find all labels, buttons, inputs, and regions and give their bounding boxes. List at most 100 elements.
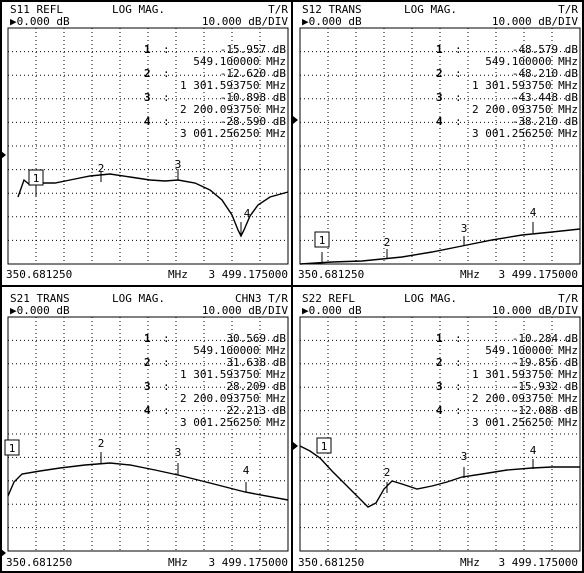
graticule bbox=[299, 27, 581, 265]
marker-value: -12.620 dB bbox=[219, 67, 286, 80]
marker-number: 3 bbox=[144, 91, 151, 104]
marker-colon: : bbox=[455, 115, 462, 128]
marker-colon: : bbox=[163, 67, 170, 80]
trace-marker-label: 2 bbox=[98, 162, 105, 175]
marker-colon: : bbox=[455, 43, 462, 56]
marker-value: -48.210 dB bbox=[511, 67, 578, 80]
marker-frequency: 1 301.593750 MHz bbox=[180, 368, 286, 381]
plot-area: 1 2 3 4 bbox=[1, 316, 289, 557]
marker-frequency: 2 200.093750 MHz bbox=[180, 103, 286, 116]
marker-number: 1 bbox=[436, 43, 443, 56]
marker-number: 1 bbox=[144, 43, 151, 56]
start-frequency: 350.681250 bbox=[298, 556, 365, 569]
marker-value: -10.284 dB bbox=[511, 332, 578, 345]
marker-value: -28.590 dB bbox=[219, 115, 286, 128]
scale-label: 10.000 dB/DIV bbox=[201, 304, 288, 317]
ref-level: ▶0.000 dB bbox=[10, 304, 70, 317]
graticule bbox=[7, 316, 289, 552]
trace-marker-label: 4 bbox=[244, 207, 251, 220]
reference-arrow-icon bbox=[1, 151, 6, 159]
marker-value: 31.638 dB bbox=[226, 356, 286, 369]
trace-line bbox=[299, 445, 580, 508]
format-label: LOG MAG. bbox=[112, 3, 165, 16]
trace-marker-label: 3 bbox=[175, 158, 182, 171]
marker-frequency: 2 200.093750 MHz bbox=[472, 392, 578, 405]
marker-number: 1 bbox=[436, 332, 443, 345]
marker-colon: : bbox=[163, 332, 170, 345]
marker-colon: : bbox=[455, 356, 462, 369]
trace-marker-label: 2 bbox=[384, 466, 391, 479]
start-frequency: 350.681250 bbox=[298, 268, 365, 281]
panel-s12: S12 TRANS LOG MAG. T/R ▶0.000 dB 10.000 … bbox=[292, 0, 584, 286]
channel-label: CHN3 T/R bbox=[235, 292, 288, 305]
trace-marker-label: 3 bbox=[175, 446, 182, 459]
active-marker-box bbox=[4, 439, 20, 456]
trace-marker-label: 1 bbox=[319, 234, 326, 247]
marker-frequency: 3 001.256250 MHz bbox=[180, 416, 286, 429]
marker-colon: : bbox=[455, 380, 462, 393]
start-frequency: 350.681250 bbox=[6, 268, 73, 281]
channel-label: T/R bbox=[558, 3, 578, 16]
marker-value: -15.957 dB bbox=[219, 43, 286, 56]
marker-colon: : bbox=[455, 67, 462, 80]
marker-value: -38.210 dB bbox=[511, 115, 578, 128]
marker-number: 4 bbox=[144, 404, 151, 417]
stop-frequency: 3 499.175000 bbox=[208, 556, 288, 569]
trace-line bbox=[299, 228, 581, 265]
marker-frequency: 549.100000 MHz bbox=[193, 344, 286, 357]
stop-frequency: 3 499.175000 bbox=[498, 556, 578, 569]
marker-number: 3 bbox=[436, 91, 443, 104]
format-label: LOG MAG. bbox=[404, 3, 457, 16]
panel-s11: S11 REFL LOG MAG. T/R ▶0.000 dB 10.000 d… bbox=[0, 0, 292, 286]
marker-value: 30.569 dB bbox=[226, 332, 286, 345]
panel-s22: S22 REFL LOG MAG. T/R ▶0.000 dB 10.000 d… bbox=[292, 286, 584, 572]
marker-frequency: 2 200.093750 MHz bbox=[472, 103, 578, 116]
marker-value: -19.856 dB bbox=[511, 356, 578, 369]
marker-value: -43.448 dB bbox=[511, 91, 578, 104]
trace-marker-label: 3 bbox=[461, 450, 468, 463]
panel-s21: S21 TRANS LOG MAG. CHN3 T/R ▶0.000 dB 10… bbox=[0, 286, 292, 572]
marker-frequency: 3 001.256250 MHz bbox=[472, 127, 578, 140]
param-label: S21 TRANS bbox=[10, 292, 70, 305]
channel-label: T/R bbox=[268, 3, 288, 16]
marker-value: -48.579 dB bbox=[511, 43, 578, 56]
trace-marker-label: 2 bbox=[384, 236, 391, 249]
marker-number: 2 bbox=[144, 356, 151, 369]
marker-value: 22.213 dB bbox=[226, 404, 286, 417]
marker-frequency: 3 001.256250 MHz bbox=[180, 127, 286, 140]
marker-frequency: 3 001.256250 MHz bbox=[472, 416, 578, 429]
marker-value: -12.088 dB bbox=[511, 404, 578, 417]
channel-label: T/R bbox=[558, 292, 578, 305]
format-label: LOG MAG. bbox=[112, 292, 165, 305]
marker-frequency: 1 301.593750 MHz bbox=[472, 79, 578, 92]
param-label: S22 REFL bbox=[302, 292, 355, 305]
trace-marker-label: 1 bbox=[321, 440, 328, 453]
marker-frequency: 2 200.093750 MHz bbox=[180, 392, 286, 405]
trace-line bbox=[17, 173, 289, 238]
marker-frequency: 1 301.593750 MHz bbox=[472, 368, 578, 381]
ref-level: ▶0.000 dB bbox=[302, 15, 362, 28]
stop-frequency: 3 499.175000 bbox=[498, 268, 578, 281]
plot-area: 1 2 3 4 bbox=[293, 316, 581, 552]
active-marker-box bbox=[28, 169, 44, 186]
marker-frequency: 1 301.593750 MHz bbox=[180, 79, 286, 92]
trace-marker-label: 1 bbox=[9, 442, 16, 455]
marker-number: 3 bbox=[144, 380, 151, 393]
marker-number: 4 bbox=[144, 115, 151, 128]
marker-value: -15.932 dB bbox=[511, 380, 578, 393]
frequency-unit: MHz bbox=[460, 556, 480, 569]
marker-colon: : bbox=[163, 91, 170, 104]
trace-marker-label: 4 bbox=[530, 444, 537, 457]
marker-colon: : bbox=[163, 115, 170, 128]
frequency-unit: MHz bbox=[168, 268, 188, 281]
marker-colon: : bbox=[455, 404, 462, 417]
marker-colon: : bbox=[163, 404, 170, 417]
marker-frequency: 549.100000 MHz bbox=[193, 55, 286, 68]
format-label: LOG MAG. bbox=[404, 292, 457, 305]
frequency-unit: MHz bbox=[168, 556, 188, 569]
reference-arrow-icon bbox=[1, 549, 6, 557]
marker-number: 1 bbox=[144, 332, 151, 345]
active-marker-box bbox=[316, 437, 332, 454]
